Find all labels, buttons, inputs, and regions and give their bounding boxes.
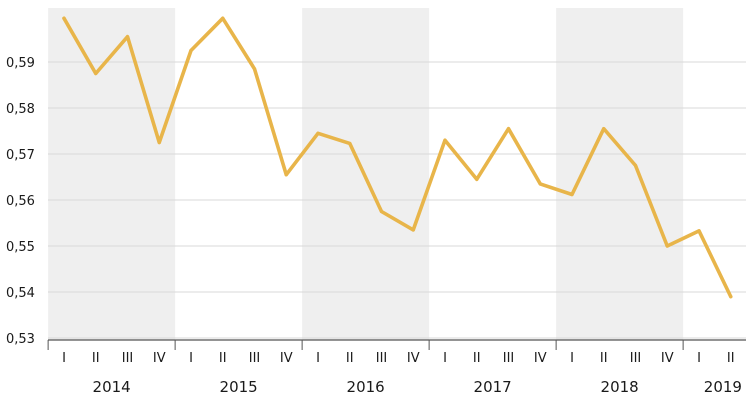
data-point — [348, 141, 352, 146]
x-tick-quarter-label: II — [727, 351, 735, 366]
y-tick-label: 0,54 — [6, 286, 35, 301]
data-point — [411, 228, 415, 232]
x-tick-quarter-label: II — [92, 351, 100, 366]
data-point — [94, 71, 98, 76]
x-tick-quarter-label: II — [219, 351, 227, 366]
data-point — [284, 173, 288, 177]
data-point — [538, 182, 542, 186]
x-tick-quarter-label: II — [346, 351, 354, 366]
x-tick-year-label: 2019 — [704, 378, 742, 396]
data-point — [633, 163, 638, 168]
data-point — [443, 138, 447, 142]
x-tick-quarter-label: III — [503, 351, 515, 366]
x-tick-year-label: 2015 — [220, 378, 258, 396]
x-tick-quarter-label: I — [443, 351, 447, 366]
data-point — [125, 35, 130, 39]
x-tick-quarter-label: II — [600, 351, 608, 366]
series-line — [62, 16, 733, 299]
x-tick-quarter-label: I — [189, 351, 193, 366]
x-tick-quarter-label: I — [316, 351, 320, 366]
data-point — [602, 127, 606, 131]
year-band-2018 — [556, 8, 684, 340]
data-point — [189, 48, 193, 53]
x-tick-quarter-label: III — [122, 351, 134, 366]
y-tick-label: 0,55 — [6, 240, 35, 255]
data-point — [157, 140, 161, 145]
y-tick-label: 0,53 — [6, 332, 35, 347]
y-axis: 0,53 0,54 0,55 0,56 0,57 0,58 0,59 — [6, 56, 35, 347]
x-tick-quarter-label: I — [570, 351, 574, 366]
series-layer — [62, 16, 733, 299]
data-point — [665, 244, 669, 248]
x-tick-quarter-label: II — [473, 351, 481, 366]
y-tick-label: 0,58 — [6, 102, 35, 117]
data-point — [475, 177, 479, 181]
data-point — [252, 67, 257, 71]
data-point — [62, 16, 66, 20]
x-tick-quarter-label: I — [62, 351, 66, 366]
data-point — [379, 209, 384, 214]
x-tick-quarter-label: III — [630, 351, 642, 366]
x-tick-year-label: 2018 — [601, 378, 639, 396]
data-point — [506, 127, 511, 131]
data-point — [697, 229, 701, 233]
data-point — [729, 295, 733, 299]
data-point — [221, 16, 225, 20]
x-tick-year-label: 2016 — [347, 378, 385, 396]
year-band-2014 — [48, 8, 176, 340]
y-tick-label: 0,57 — [6, 148, 35, 163]
x-tick-quarter-label: IV — [153, 351, 166, 366]
x-tick-quarter-label: IV — [407, 351, 420, 366]
x-tick-quarter-label: IV — [280, 351, 293, 366]
x-tick-quarter-label: IV — [661, 351, 674, 366]
data-point — [570, 192, 574, 197]
x-tick-quarter-label: III — [376, 351, 388, 366]
x-tick-year-label: 2014 — [93, 378, 131, 396]
x-axis: I II III IV I II III IV I II III IV I II III IV I II III IV… — [47, 339, 746, 396]
x-tick-quarter-label: IV — [534, 351, 547, 366]
gridlines — [48, 61, 746, 339]
data-point — [316, 131, 320, 135]
y-tick-label: 0,59 — [6, 56, 35, 71]
x-tick-quarter-label: III — [249, 351, 261, 366]
x-tick-year-label: 2017 — [474, 378, 512, 396]
y-tick-label: 0,56 — [6, 194, 35, 209]
x-tick-quarter-label: I — [697, 351, 701, 366]
